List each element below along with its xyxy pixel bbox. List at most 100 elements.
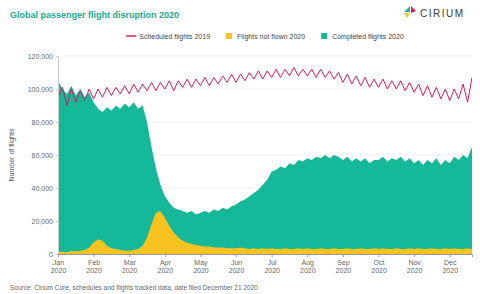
grid-line (58, 56, 472, 57)
legend-label: Flights not flown 2020 (237, 33, 305, 41)
legend-item: Completed flights 2020 (321, 33, 404, 41)
tick-mark (307, 254, 308, 257)
tick: Apr2020 (158, 254, 174, 274)
plot (58, 68, 472, 254)
tick-label: Feb2020 (86, 259, 102, 274)
tick: 0 (49, 251, 58, 258)
tick-label-line: 2020 (158, 267, 174, 274)
chart: Global passenger flight disruption 2020 C… (0, 0, 480, 294)
tick-label: Mar2020 (122, 259, 138, 274)
tick-mark (379, 254, 380, 257)
tick-label: 40,000 (32, 185, 54, 192)
tick-label: Nov2020 (407, 259, 423, 274)
tick-mark (414, 254, 415, 257)
tick-label: 120,000 (28, 53, 53, 60)
logo-icon (404, 13, 410, 18)
legend-symbol (321, 33, 327, 39)
grid (58, 56, 472, 254)
tick-label-line: 2020 (86, 267, 102, 274)
tick: Jan2020 (51, 254, 67, 274)
legend-label: Scheduled flights 2019 (139, 33, 210, 41)
source: Source: Cirium Core, schedules and fligh… (10, 284, 258, 292)
tick-label: Apr2020 (158, 259, 174, 274)
grid-line (58, 89, 472, 90)
tick-label: Dec2020 (442, 259, 458, 274)
tick: 40,000 (32, 185, 58, 192)
logo-icon (411, 6, 416, 13)
tick-label-line: Nov (408, 259, 421, 266)
tick-mark (200, 254, 201, 257)
tick-mark (272, 254, 273, 257)
tick-label-line: Jun (231, 259, 242, 266)
tick-label-line: 2020 (122, 267, 138, 274)
axis-line (59, 255, 473, 258)
tick-label: Oct2020 (371, 259, 387, 274)
tick: Dec2020 (442, 254, 458, 274)
y-axis: 0 20,000 40,000 60,000 80,000 100,000 120,000 (28, 53, 59, 258)
tick-label: Jun2020 (229, 259, 245, 274)
tick: Sep2020 (336, 254, 352, 274)
tick-mark (450, 254, 451, 257)
tick: 60,000 (32, 152, 58, 159)
tick-mark (56, 155, 58, 156)
tick: 20,000 (32, 218, 58, 225)
tick-label-line: Oct (374, 259, 385, 266)
legend-item: Flights not flown 2020 (226, 33, 305, 41)
tick-mark (343, 254, 344, 257)
tick: Mar2020 (122, 254, 138, 274)
tick-label: 80,000 (32, 119, 54, 126)
tick-mark (56, 254, 58, 255)
tick-label: Jan2020 (51, 259, 67, 274)
tick-mark (56, 89, 58, 90)
tick-label: 100,000 (28, 86, 53, 93)
tick: May2020 (193, 254, 209, 274)
legend-label: Completed flights 2020 (332, 33, 404, 41)
logo-text: CIRIUM (420, 8, 465, 19)
tick-label-line: 2020 (336, 267, 352, 274)
tick-label-line: 2020 (371, 267, 387, 274)
tick-mark (94, 254, 95, 257)
legend-symbol (126, 35, 136, 37)
area (58, 211, 472, 254)
tick-label-line: Jan (53, 259, 64, 266)
tick-label: May2020 (193, 259, 209, 274)
x-axis: Jan2020Feb2020Mar2020Apr2020May2020Jun20… (51, 254, 473, 274)
tick-label-line: 2020 (193, 267, 209, 274)
tick-label-line: 2020 (229, 267, 245, 274)
tick-label-line: Jul (268, 259, 277, 266)
tick: Jul2020 (264, 254, 280, 274)
tick-label-line: May (194, 259, 208, 267)
tick: Jun2020 (229, 254, 245, 274)
legend-item: Scheduled flights 2019 (126, 33, 210, 41)
tick-mark (56, 122, 58, 123)
tick: Aug2020 (300, 254, 316, 274)
tick-label-line: Feb (88, 259, 100, 266)
tick-label-line: Apr (160, 259, 172, 267)
tick-label-line: 2020 (407, 267, 423, 274)
line (58, 68, 472, 106)
tick-mark (58, 254, 59, 257)
tick-label-line: 2020 (51, 267, 67, 274)
tick: 120,000 (28, 53, 58, 60)
tick: 80,000 (32, 119, 58, 126)
tick-label-line: Sep (337, 259, 350, 267)
tick-mark (56, 56, 58, 57)
tick-mark (56, 188, 58, 189)
tick-label: 20,000 (32, 218, 54, 225)
y-axis-title: Number of flights (8, 128, 16, 181)
tick-label-line: 2020 (264, 267, 280, 274)
area (58, 81, 472, 254)
tick-label-line: Aug (302, 259, 315, 267)
tick-label: Aug2020 (300, 259, 316, 274)
title: Global passenger flight disruption 2020 (10, 10, 179, 20)
tick-label-line: 2020 (442, 267, 458, 274)
tick-label-line: 2020 (300, 267, 316, 274)
tick-mark (236, 254, 237, 257)
tick: Oct2020 (371, 254, 387, 274)
tick: Feb2020 (86, 254, 102, 274)
tick-mark (165, 254, 166, 257)
tick-label: 0 (49, 251, 53, 258)
tick: 100,000 (28, 86, 58, 93)
legend-symbol (226, 33, 232, 39)
logo-icon (404, 6, 410, 12)
